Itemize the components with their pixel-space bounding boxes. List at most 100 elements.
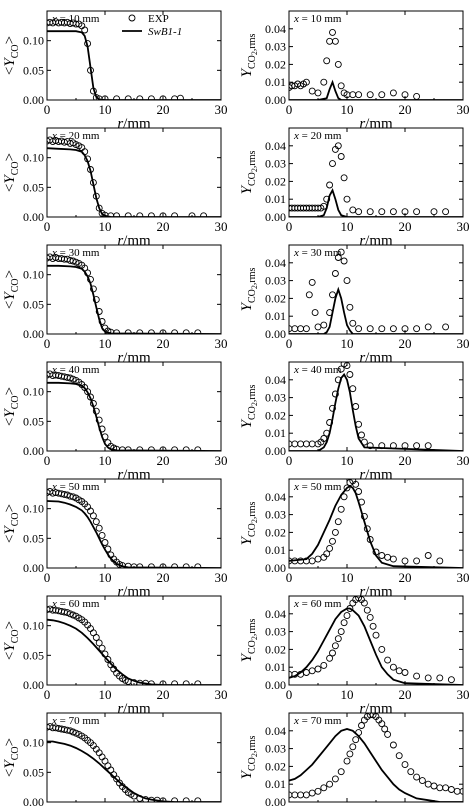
model-line [289, 485, 463, 568]
x-tick-label: 10 [341, 570, 354, 585]
exp-point [340, 174, 348, 182]
x-tick-label: 10 [341, 102, 354, 117]
y-tick-label: 0.10 [23, 736, 44, 750]
exp-point [401, 761, 409, 769]
exp-point [366, 325, 374, 333]
exp-point [447, 676, 455, 684]
exp-point [98, 644, 106, 652]
exp-point [395, 752, 403, 760]
exp-point [424, 780, 432, 788]
exp-point [331, 528, 339, 536]
exp-point [331, 642, 339, 650]
exp-point [334, 60, 342, 68]
exp-point [384, 656, 392, 664]
y-axis-label: YCO2,rms [239, 268, 259, 312]
exp-point [358, 722, 365, 729]
exp-point [389, 663, 397, 671]
exp-point [349, 385, 357, 393]
y-tick-label: 0.02 [265, 525, 286, 539]
data-area [289, 362, 463, 451]
exp-point [171, 446, 179, 451]
x-tick-label: 20 [157, 336, 170, 351]
exp-point [459, 787, 463, 795]
exp-point [343, 757, 351, 765]
y-axis-label: <YCO> [2, 270, 21, 309]
exp-point [337, 82, 345, 90]
panel-mean-6: 0 10 20 30 0.00 0.05 0.10 r/mm <YCO> x = 60 mm [2, 595, 228, 717]
exp-point [334, 254, 342, 261]
y-axis-label: <YCO> [2, 621, 21, 660]
panel-rms-2: 0 10 20 30 0.00 0.01 0.02 0.03 0.04 r/mm YCO2,rms x… [239, 127, 470, 249]
y-tick-label: 0.00 [23, 93, 44, 107]
y-tick-label: 0.02 [265, 408, 286, 422]
y-tick-label: 0.10 [23, 619, 44, 633]
x-tick-label: 0 [44, 336, 51, 351]
exp-point [331, 390, 339, 398]
y-axis-label: <YCO> [2, 504, 21, 543]
exp-point [314, 555, 322, 563]
y-axis-label: YCO2,rms [239, 736, 259, 780]
exp-point [104, 656, 112, 663]
x-tick-label: 30 [457, 804, 470, 807]
exp-point [291, 325, 299, 333]
y-tick-label: 0.00 [265, 561, 286, 575]
x-tick-label: 10 [99, 453, 112, 468]
exp-point [378, 552, 386, 559]
exp-point [159, 680, 167, 685]
legend-model-label: SwB1-1 [148, 26, 182, 38]
exp-point [194, 797, 202, 802]
exp-point [366, 208, 374, 216]
x-tick-label: 20 [399, 219, 412, 234]
exp-point [188, 212, 196, 217]
position-annotation: x = 20 mm [293, 130, 342, 142]
x-tick-label: 0 [44, 570, 51, 585]
y-axis-label: <YCO> [2, 153, 21, 192]
exp-point [418, 777, 426, 785]
y-tick-label: 0.10 [23, 34, 44, 48]
y-tick-label: 0.02 [265, 291, 286, 305]
panel-rms-3: 0 10 20 30 0.00 0.01 0.02 0.03 0.04 r/mm YCO2,rms x… [239, 244, 470, 366]
exp-point [430, 208, 438, 216]
exp-point [329, 404, 336, 412]
y-axis-label: <YCO> [2, 387, 21, 426]
x-tick-label: 30 [215, 336, 228, 351]
exp-point [159, 212, 167, 217]
data-area [289, 596, 463, 685]
exp-point [200, 212, 208, 217]
panel-mean-5: 0 10 20 30 0.00 0.05 0.10 r/mm <YCO> x = 50 mm [2, 478, 228, 600]
x-axis-label: r/mm [117, 584, 151, 600]
model-line [289, 728, 463, 802]
y-tick-label: 0.00 [265, 93, 286, 107]
exp-point [389, 208, 397, 216]
exp-point [182, 797, 190, 802]
y-tick-label: 0.00 [23, 678, 44, 692]
exp-point [92, 634, 100, 641]
exp-point [95, 639, 103, 647]
x-tick-label: 10 [99, 687, 112, 702]
x-tick-label: 0 [286, 102, 293, 117]
exp-point [378, 208, 386, 216]
data-area [47, 370, 221, 451]
y-tick-label: 0.01 [265, 660, 286, 674]
exp-point [389, 555, 397, 563]
model-line [47, 30, 221, 100]
x-tick-label: 20 [157, 804, 170, 807]
y-tick-label: 0.04 [265, 724, 286, 738]
exp-point [329, 28, 336, 36]
exp-point [430, 782, 438, 790]
exp-point [395, 667, 403, 675]
y-tick-label: 0.00 [265, 678, 286, 692]
model-line [47, 381, 221, 451]
exp-point [308, 789, 316, 797]
x-tick-label: 30 [215, 219, 228, 234]
exp-point [436, 674, 444, 682]
exp-point [314, 323, 322, 331]
x-tick-label: 20 [157, 570, 170, 585]
exp-point [89, 512, 97, 520]
x-tick-label: 10 [341, 687, 354, 702]
x-tick-label: 0 [44, 453, 51, 468]
x-tick-label: 30 [215, 102, 228, 117]
exp-point [323, 550, 331, 558]
y-tick-label: 0.10 [23, 151, 44, 165]
x-tick-label: 30 [457, 687, 470, 702]
